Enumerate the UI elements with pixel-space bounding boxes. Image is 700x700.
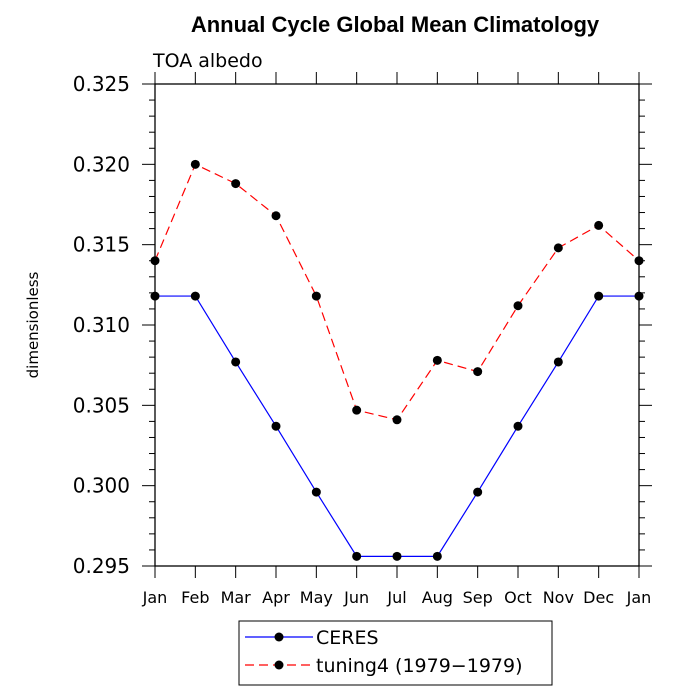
- data-point: [594, 291, 604, 301]
- x-tick-label: Feb: [181, 588, 209, 607]
- data-point: [392, 415, 402, 425]
- x-tick-label: Apr: [262, 588, 290, 607]
- x-tick-label: Jan: [142, 588, 168, 607]
- series-ceres: [150, 291, 644, 561]
- data-point: [473, 367, 483, 377]
- x-tick-label: Jun: [343, 588, 369, 607]
- y-tick-label: 0.320: [73, 152, 130, 176]
- data-point: [231, 357, 241, 367]
- data-point: [150, 291, 160, 301]
- plot-frame: [154, 83, 640, 567]
- data-point: [634, 256, 644, 266]
- data-point: [150, 256, 160, 266]
- series-line: [154, 163, 640, 421]
- y-axis-label: dimensionless: [24, 271, 42, 378]
- data-point: [432, 551, 442, 561]
- data-point: [190, 291, 200, 301]
- x-tick-label: Mar: [221, 588, 252, 607]
- x-tick-label: Dec: [583, 588, 614, 607]
- data-point: [432, 355, 442, 365]
- x-tick-label: Jan: [626, 588, 652, 607]
- legend-label: tuning4 (1979−1979): [316, 655, 523, 677]
- data-point: [352, 405, 362, 415]
- legend-marker: [274, 632, 284, 642]
- y-tick-label: 0.325: [73, 72, 130, 96]
- x-tick-label: Nov: [543, 588, 574, 607]
- legend-marker: [274, 660, 284, 670]
- data-point: [271, 211, 281, 221]
- data-point: [231, 179, 241, 189]
- data-point: [634, 291, 644, 301]
- series-tuning4: [150, 159, 644, 425]
- x-tick-label: Oct: [504, 588, 532, 607]
- y-tick-label: 0.300: [73, 474, 130, 498]
- y-tick-label: 0.295: [73, 554, 130, 578]
- data-point: [553, 243, 563, 253]
- y-tick-label: 0.310: [73, 313, 130, 337]
- data-point: [311, 487, 321, 497]
- y-tick-label: 0.305: [73, 393, 130, 417]
- x-tick-label: May: [300, 588, 333, 607]
- data-point: [190, 159, 200, 169]
- x-tick-label: Jul: [386, 588, 406, 607]
- x-tick-labels: Jan Feb Mar Apr May Jun Jul Aug Sep Oct Nov Dec Jan: [142, 588, 652, 607]
- legend-label: CERES: [316, 627, 379, 649]
- data-point: [271, 421, 281, 431]
- x-tick-label: Aug: [422, 588, 453, 607]
- series-layer: [150, 159, 644, 561]
- data-point: [311, 291, 321, 301]
- data-point: [513, 421, 523, 431]
- x-tick-label: Sep: [463, 588, 493, 607]
- axis-ticks: [142, 72, 652, 578]
- data-point: [553, 357, 563, 367]
- y-tick-label: 0.315: [73, 233, 130, 257]
- y-tick-labels: 0.295 0.300 0.305 0.310 0.315 0.320 0.325: [73, 72, 130, 578]
- legend-box: [238, 620, 553, 686]
- legend-entry: tuning4 (1979−1979): [245, 655, 523, 677]
- chart-title: Annual Cycle Global Mean Climatology: [191, 12, 600, 37]
- data-point: [594, 220, 604, 230]
- chart-subtitle: TOA albedo: [152, 50, 263, 72]
- data-point: [352, 551, 362, 561]
- legend: CERES tuning4 (1979−1979): [238, 620, 553, 686]
- data-point: [392, 551, 402, 561]
- series-line: [155, 295, 639, 557]
- legend-entry: CERES: [245, 627, 379, 649]
- data-point: [473, 487, 483, 497]
- data-point: [513, 301, 523, 311]
